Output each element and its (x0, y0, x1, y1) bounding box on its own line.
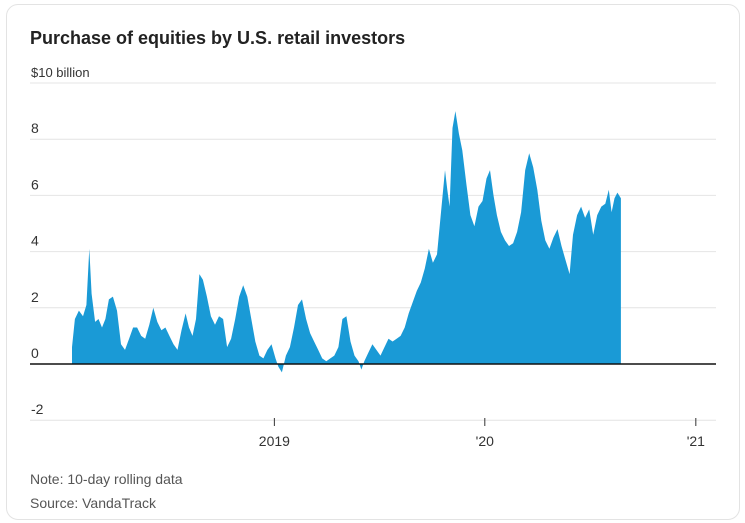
y-axis-labels: $10 billion 8 6 4 2 0 -2 (31, 65, 90, 417)
y-tick-label: 8 (31, 120, 39, 136)
y-tick-label: $10 billion (31, 65, 90, 80)
x-axis-ticks: 2019 '20 '21 (259, 418, 705, 449)
chart-title: Purchase of equities by U.S. retail inve… (30, 28, 406, 48)
y-tick-label: -2 (31, 401, 44, 417)
x-tick-label: '21 (687, 433, 705, 449)
chart-note: Note: 10-day rolling data (30, 471, 183, 487)
x-tick-label: 2019 (259, 433, 290, 449)
y-tick-label: 0 (31, 345, 39, 361)
y-tick-label: 2 (31, 289, 39, 305)
chart-source: Source: VandaTrack (30, 495, 157, 511)
x-tick-label: '20 (476, 433, 494, 449)
y-tick-label: 4 (31, 233, 39, 249)
y-tick-label: 6 (31, 176, 39, 192)
retail-purchases-area (72, 111, 621, 373)
